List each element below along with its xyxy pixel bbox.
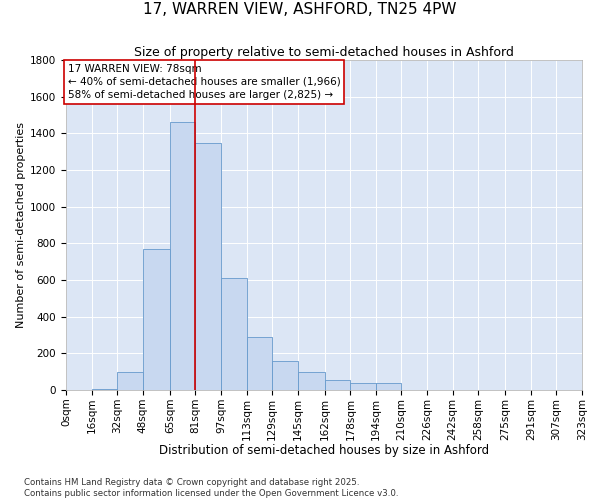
Bar [325,380,350,390]
Text: Contains HM Land Registry data © Crown copyright and database right 2025.
Contai: Contains HM Land Registry data © Crown c… [24,478,398,498]
Bar [221,278,247,390]
Y-axis label: Number of semi-detached properties: Number of semi-detached properties [16,122,26,328]
Text: 17 WARREN VIEW: 78sqm
← 40% of semi-detached houses are smaller (1,966)
58% of s: 17 WARREN VIEW: 78sqm ← 40% of semi-deta… [68,64,340,100]
Title: Size of property relative to semi-detached houses in Ashford: Size of property relative to semi-detach… [134,46,514,59]
Bar [272,360,298,390]
Bar [92,389,117,390]
Bar [298,372,325,390]
Bar [117,372,143,390]
X-axis label: Distribution of semi-detached houses by size in Ashford: Distribution of semi-detached houses by … [159,444,489,457]
Bar [376,382,401,390]
Bar [143,249,170,390]
Bar [247,337,272,390]
Bar [170,122,196,390]
Bar [196,142,221,390]
Text: 17, WARREN VIEW, ASHFORD, TN25 4PW: 17, WARREN VIEW, ASHFORD, TN25 4PW [143,2,457,18]
Bar [350,382,376,390]
